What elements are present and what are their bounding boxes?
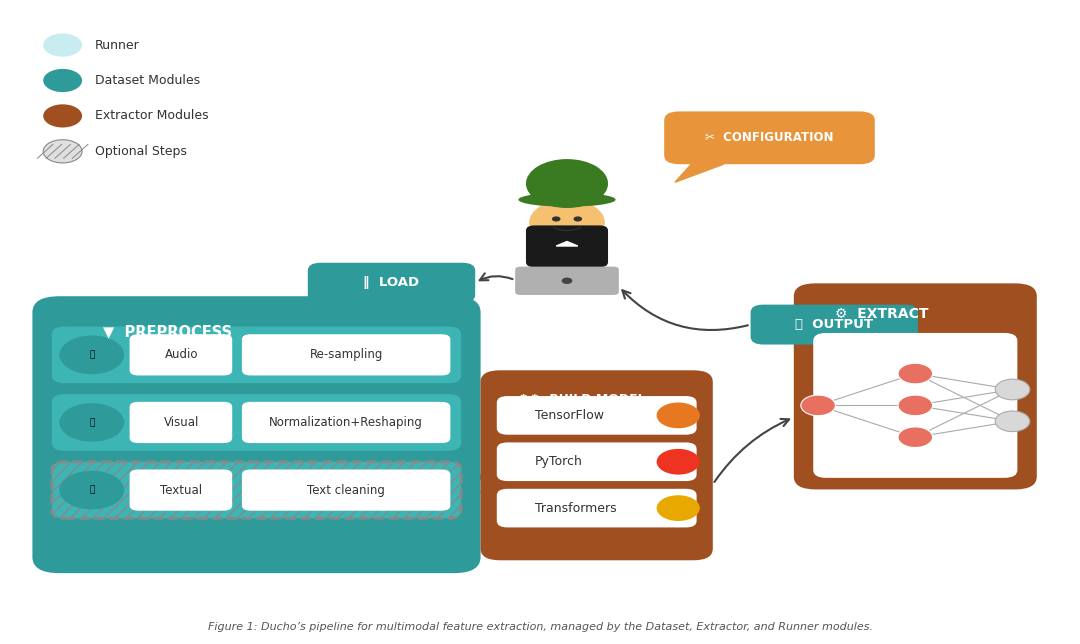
FancyBboxPatch shape [242, 402, 450, 443]
Circle shape [562, 278, 572, 284]
FancyBboxPatch shape [242, 334, 450, 375]
Text: Extractor Modules: Extractor Modules [95, 109, 208, 122]
Text: Dataset Modules: Dataset Modules [95, 74, 200, 87]
Text: ▼  PREPROCESS: ▼ PREPROCESS [103, 324, 232, 339]
Text: Visual: Visual [164, 416, 199, 429]
Text: Optional Steps: Optional Steps [95, 145, 187, 158]
Text: Runner: Runner [95, 39, 139, 52]
FancyBboxPatch shape [52, 462, 461, 518]
Text: Normalization+Reshaping: Normalization+Reshaping [269, 416, 423, 429]
Text: Textual: Textual [160, 484, 203, 497]
Circle shape [59, 471, 124, 509]
Circle shape [43, 33, 82, 57]
FancyBboxPatch shape [130, 469, 232, 511]
FancyBboxPatch shape [242, 469, 450, 511]
Circle shape [529, 200, 605, 245]
Circle shape [657, 402, 700, 428]
Circle shape [899, 395, 933, 416]
Text: ⚙  EXTRACT: ⚙ EXTRACT [835, 307, 929, 321]
Circle shape [43, 104, 82, 128]
FancyBboxPatch shape [751, 305, 918, 345]
Text: Figure 1: Ducho’s pipeline for multimodal feature extraction, managed by the Dat: Figure 1: Ducho’s pipeline for multimoda… [207, 622, 873, 632]
Text: ‖  LOAD: ‖ LOAD [364, 276, 419, 289]
Text: Transformers: Transformers [535, 502, 617, 515]
FancyBboxPatch shape [497, 442, 697, 481]
Text: Audio: Audio [164, 348, 199, 361]
Circle shape [552, 216, 561, 222]
Text: ⚙⚙  BUILD MODEL: ⚙⚙ BUILD MODEL [518, 393, 646, 406]
Polygon shape [556, 242, 578, 246]
Text: 🎧: 🎧 [90, 350, 94, 359]
Circle shape [657, 495, 700, 521]
Text: Re-sampling: Re-sampling [310, 348, 382, 361]
Circle shape [996, 379, 1030, 400]
Text: Text cleaning: Text cleaning [307, 484, 386, 497]
Circle shape [996, 411, 1030, 431]
Polygon shape [675, 164, 724, 182]
FancyBboxPatch shape [526, 225, 608, 267]
Circle shape [657, 449, 700, 475]
Circle shape [59, 403, 124, 442]
Text: ⎙  OUTPUT: ⎙ OUTPUT [795, 318, 874, 331]
Ellipse shape [518, 193, 616, 207]
FancyBboxPatch shape [481, 370, 713, 560]
FancyBboxPatch shape [32, 296, 481, 573]
Text: TensorFlow: TensorFlow [535, 409, 604, 422]
FancyBboxPatch shape [308, 263, 475, 303]
Text: PyTorch: PyTorch [535, 455, 582, 468]
FancyBboxPatch shape [52, 327, 461, 383]
Circle shape [59, 336, 124, 374]
FancyBboxPatch shape [497, 489, 697, 527]
Circle shape [573, 216, 582, 222]
FancyBboxPatch shape [497, 396, 697, 435]
Circle shape [43, 69, 82, 92]
Circle shape [899, 427, 933, 448]
Circle shape [526, 159, 608, 208]
Text: 🖼: 🖼 [90, 418, 94, 427]
Circle shape [899, 363, 933, 384]
FancyBboxPatch shape [130, 402, 232, 443]
FancyBboxPatch shape [130, 334, 232, 375]
Text: ✂  CONFIGURATION: ✂ CONFIGURATION [705, 131, 834, 144]
Circle shape [43, 140, 82, 163]
FancyBboxPatch shape [52, 394, 461, 451]
FancyBboxPatch shape [515, 267, 619, 295]
Text: 💬: 💬 [90, 486, 94, 495]
FancyBboxPatch shape [794, 283, 1037, 489]
Circle shape [801, 395, 836, 416]
FancyBboxPatch shape [664, 111, 875, 164]
FancyBboxPatch shape [813, 333, 1017, 478]
